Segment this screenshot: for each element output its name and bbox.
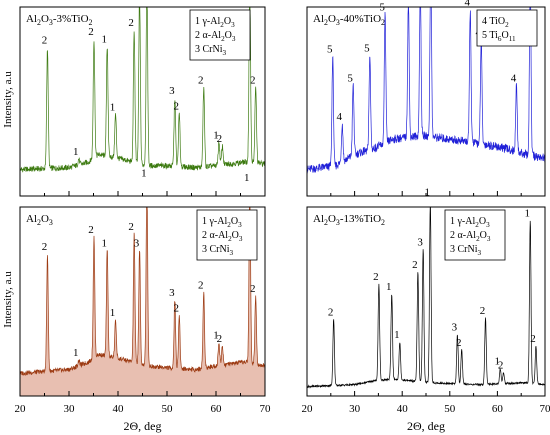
panel-title: Al2O3-13%TiO2 xyxy=(313,213,385,227)
legend-box xyxy=(196,209,258,261)
peak-label: 1 xyxy=(425,186,431,198)
legend-entry: 2 α-Al2O3 xyxy=(195,30,236,43)
legend-entry: 1 γ-Al2O3 xyxy=(450,216,490,229)
legend-entry: 5 Ti6O11 xyxy=(482,30,516,43)
xrd-panel: Intensity, a.u212112313221212Al2O3-3%TiO… xyxy=(2,6,266,197)
peak-label: 2 xyxy=(128,17,134,29)
xrd-pattern-line xyxy=(306,206,546,389)
peak-label: 5 xyxy=(364,42,370,54)
x-tick-label: 30 xyxy=(64,403,76,415)
x-tick-label: 60 xyxy=(492,403,504,415)
peak-label: 2 xyxy=(198,75,204,87)
legend-entry: 3 CrNi3 xyxy=(195,44,227,57)
y-axis-label: Intensity, a.u xyxy=(2,71,14,128)
peak-label: 2 xyxy=(328,306,334,318)
peak-label: 2 xyxy=(250,74,256,86)
peak-label: 3 xyxy=(134,237,140,249)
x-tick-label: 30 xyxy=(349,403,361,415)
legend-box xyxy=(189,9,251,61)
panel-title: Al2O3-3%TiO2 xyxy=(26,13,93,27)
peak-label: 2 xyxy=(128,221,134,233)
peak-label: 1 xyxy=(495,356,501,368)
peak-label: 4 xyxy=(336,111,342,123)
peak-label: 2 xyxy=(88,224,94,236)
peak-label: 2 xyxy=(250,283,256,295)
peak-label: 1 xyxy=(244,172,250,184)
legend-entry: 3 CrNi3 xyxy=(202,244,234,257)
peak-label: 2 xyxy=(373,271,379,283)
peak-label: 1 xyxy=(73,347,79,359)
peak-label: 4 xyxy=(511,72,517,84)
x-tick-label: 50 xyxy=(162,403,174,415)
peak-label: 5 xyxy=(379,2,385,14)
panel-title: Al2O3-40%TiO2 xyxy=(313,13,385,27)
x-tick-label: 40 xyxy=(397,403,409,415)
legend-entry: 2 α-Al2O3 xyxy=(202,230,243,243)
peak-label: 5 xyxy=(347,72,353,84)
peak-label: 3 xyxy=(169,287,175,299)
peak-label: 2 xyxy=(480,305,486,317)
peak-label: 1 xyxy=(386,281,392,293)
xrd-pattern-line xyxy=(19,206,266,377)
x-axis-label: 2Θ, deg xyxy=(124,419,162,433)
peak-label: 2 xyxy=(174,303,180,315)
peak-label: 1 xyxy=(101,237,107,249)
peak-label: 2 xyxy=(412,259,418,271)
peak-label: 1 xyxy=(524,208,530,220)
legend-entry: 3 CrNi3 xyxy=(450,244,482,257)
peak-label: 2 xyxy=(42,35,48,47)
peak-label: 2 xyxy=(42,241,48,253)
peak-label: 1 xyxy=(110,307,116,319)
x-tick-label: 20 xyxy=(302,403,314,415)
peak-label: 1 xyxy=(213,130,219,142)
peak-label: 1 xyxy=(110,101,116,113)
x-axis-label: 2Θ, deg xyxy=(407,419,445,433)
peak-label: 1 xyxy=(141,167,147,179)
xrd-pattern-line xyxy=(306,6,546,174)
peak-label: 2 xyxy=(88,26,94,38)
peak-label: 2 xyxy=(530,333,536,345)
peak-label: 1 xyxy=(394,329,400,341)
xrd-pattern-line xyxy=(19,6,266,173)
peak-label: 2 xyxy=(198,280,204,292)
legend-entry: 4 TiO2 xyxy=(482,16,509,29)
peak-label: 2 xyxy=(498,359,504,371)
peak-label: 2 xyxy=(217,133,223,145)
peak-label: 1 xyxy=(73,146,79,158)
peak-label: 2 xyxy=(456,337,462,349)
peak-label: 3 xyxy=(452,322,458,334)
x-tick-label: 40 xyxy=(113,403,125,415)
peak-label: 2 xyxy=(217,333,223,345)
y-axis-label: Intensity, a.u xyxy=(2,271,14,328)
panel-title: Al2O3 xyxy=(26,213,53,227)
x-tick-label: 50 xyxy=(444,403,456,415)
peak-label: 5 xyxy=(327,44,333,56)
x-tick-label: 70 xyxy=(540,403,550,415)
peak-label: 3 xyxy=(169,85,175,97)
peak-label: 2 xyxy=(174,101,180,113)
legend-entry: 1 γ-Al2O3 xyxy=(202,216,242,229)
x-tick-label: 60 xyxy=(211,403,223,415)
legend-entry: 2 α-Al2O3 xyxy=(450,230,491,243)
plot-frame xyxy=(306,206,546,397)
x-tick-label: 70 xyxy=(260,403,272,415)
legend-entry: 1 γ-Al2O3 xyxy=(195,16,235,29)
legend-box xyxy=(444,209,506,261)
x-tick-label: 20 xyxy=(15,403,27,415)
peak-label: 3 xyxy=(417,237,423,249)
pattern-fill-area xyxy=(20,207,265,396)
peak-label: 1 xyxy=(213,330,219,342)
peak-label: 4 xyxy=(465,0,471,9)
peak-label: 1 xyxy=(101,34,107,46)
legend-box xyxy=(476,9,538,47)
